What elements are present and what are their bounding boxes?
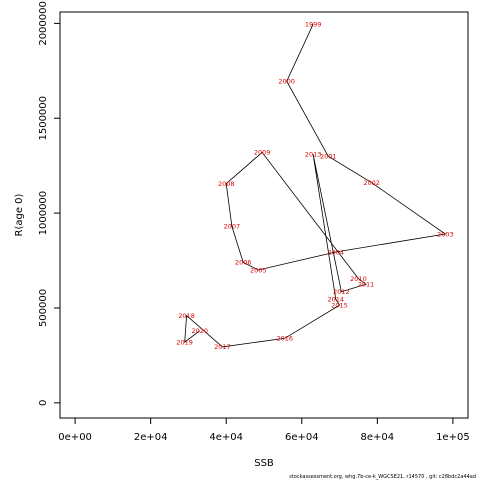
y-axis: 0 500000 1000000 1500000 2000000 xyxy=(38,1,61,406)
y-tick-label: 500000 xyxy=(38,289,49,327)
x-tick-label: 8e+04 xyxy=(361,432,395,443)
year-label: 2001 xyxy=(320,152,337,160)
x-tick-label: 2e+04 xyxy=(134,432,168,443)
year-label: 2017 xyxy=(214,343,231,351)
y-tick-label: 1500000 xyxy=(38,96,49,141)
year-label: 2012 xyxy=(333,288,350,296)
y-axis-title: R(age 0) xyxy=(14,193,25,236)
x-tick-label: 1e+05 xyxy=(436,432,470,443)
trajectory-line xyxy=(184,24,447,348)
year-label: 2015 xyxy=(331,301,348,309)
y-tick-label: 2000000 xyxy=(38,1,49,46)
year-label: 2007 xyxy=(224,223,241,231)
x-axis-title: SSB xyxy=(254,458,274,469)
footer-note: stockassessment.org, whg.7b-ce-k_WGCSE21… xyxy=(289,474,476,480)
x-tick-label: 6e+04 xyxy=(285,432,319,443)
year-label: 2013 xyxy=(305,151,322,159)
year-label: 2009 xyxy=(254,149,271,157)
year-label: 2014 xyxy=(328,296,345,304)
year-label: 2000 xyxy=(278,78,295,86)
year-label: 2006 xyxy=(235,259,252,267)
y-tick-label: 0 xyxy=(38,400,49,406)
x-tick-label: 0e+00 xyxy=(58,432,92,443)
recruitment-trajectory xyxy=(184,24,447,348)
x-tick-label: 4e+04 xyxy=(209,432,243,443)
year-label: 2018 xyxy=(178,312,195,320)
x-axis: 0e+00 2e+04 4e+04 6e+04 8e+04 1e+05 xyxy=(58,417,470,443)
y-tick-label: 1000000 xyxy=(38,191,49,236)
year-label: 2005 xyxy=(250,266,267,274)
year-label: 1999 xyxy=(305,21,322,29)
plot-frame xyxy=(59,11,469,419)
year-label: 2020 xyxy=(192,327,209,335)
year-label: 2008 xyxy=(218,180,235,188)
year-label: 2016 xyxy=(277,335,294,343)
year-label: 2003 xyxy=(437,230,454,238)
year-label: 2019 xyxy=(176,338,193,346)
year-label: 2002 xyxy=(363,179,380,187)
year-label: 2010 xyxy=(350,275,367,283)
year-label: 2004 xyxy=(328,248,345,256)
year-label: 2011 xyxy=(358,281,375,289)
